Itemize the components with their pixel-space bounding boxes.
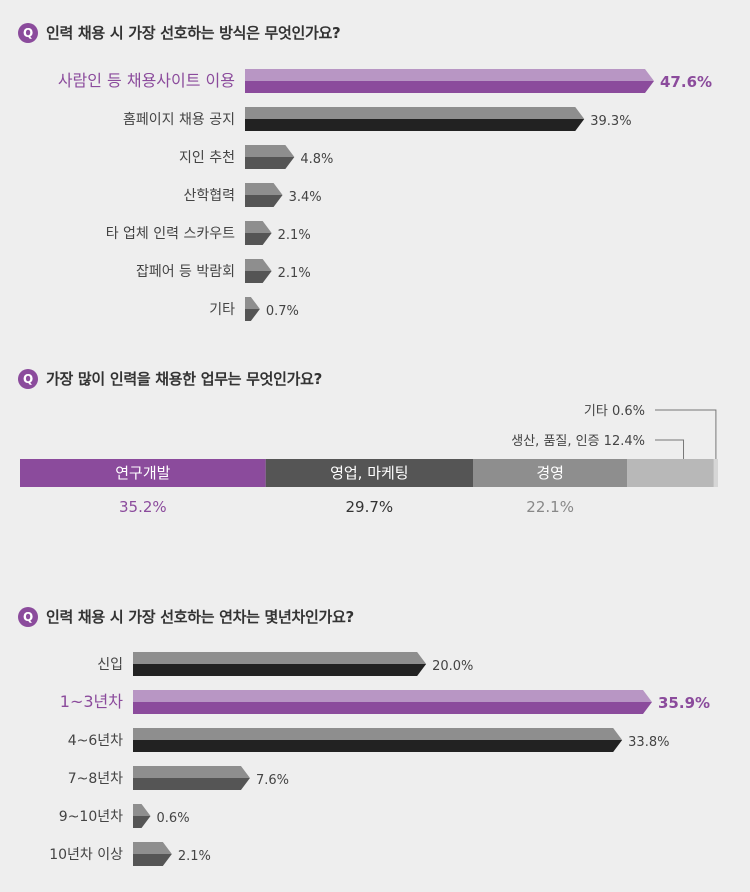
bar-top-face (133, 842, 172, 854)
chart-most-hired-job: 연구개발 35.2% 영업, 마케팅 29.7% 경영 22.1% 생산, 품질, 인증 1… (20, 404, 718, 516)
value-label: 2.1% (278, 266, 311, 281)
value-label: 39.3% (590, 114, 631, 129)
bar-top-face (245, 107, 585, 119)
callout-label: 생산, 품질, 인증 12.4% (511, 434, 645, 449)
chart-preferred-hiring-method: 사람인 등 채용사이트 이용 47.6% 홈페이지 채용 공지 39.3% 지인 추천 4… (58, 69, 712, 321)
value-label: 2.1% (278, 228, 311, 243)
bar-top-face (133, 652, 427, 664)
bar-group: 홈페이지 채용 공지 39.3% (123, 107, 632, 131)
bar (245, 157, 295, 169)
segment-label: 영업, 마케팅 (330, 464, 409, 482)
bar-group: 지인 추천 4.8% (179, 145, 333, 169)
bar-top-face (133, 728, 623, 740)
bar-top-face (245, 69, 654, 81)
bar-top-face (245, 221, 272, 233)
bar-top-face (133, 804, 151, 816)
value-label: 0.7% (266, 304, 299, 319)
stacked-segment (20, 459, 266, 487)
bar (245, 195, 283, 207)
q-badge-icon: Q (18, 22, 38, 43)
bar (133, 816, 151, 828)
bar-group: 신입 20.0% (97, 652, 473, 676)
bar-group: 사람인 등 채용사이트 이용 47.6% (58, 69, 712, 93)
bar-group: 7~8년차 7.6% (68, 766, 289, 790)
category-label: 사람인 등 채용사이트 이용 (58, 71, 235, 90)
category-label: 기타 (209, 302, 235, 318)
category-label: 산학협력 (183, 188, 235, 204)
bar (245, 233, 272, 245)
stacked-segment (627, 459, 714, 487)
q-badge-icon: Q (18, 606, 38, 627)
bar (245, 81, 654, 93)
bar-top-face (245, 183, 283, 195)
segment-label: 경영 (536, 464, 564, 482)
category-label: 신입 (97, 657, 123, 673)
category-label: 타 업체 인력 스카우트 (106, 226, 235, 242)
value-label: 7.6% (256, 773, 289, 788)
bar (133, 854, 172, 866)
bar-top-face (133, 766, 250, 778)
bar-top-face (245, 297, 260, 309)
bar-group: 기타 0.7% (209, 297, 299, 321)
question-1-text: 인력 채용 시 가장 선호하는 방식은 무엇인가요? (46, 24, 341, 42)
category-label: 4~6년차 (68, 733, 123, 749)
bar-group: 산학협력 3.4% (183, 183, 322, 207)
value-label: 33.8% (628, 735, 669, 750)
callout-label: 기타 0.6% (584, 404, 645, 419)
bar-group: 1~3년차 35.9% (60, 690, 710, 714)
category-label: 홈페이지 채용 공지 (123, 112, 235, 128)
bar (245, 271, 272, 283)
question-2-title: Q 가장 많이 인력을 채용한 업무는 무엇인가요? (18, 368, 322, 389)
bar-top-face (245, 259, 272, 271)
q-badge-icon: Q (18, 368, 38, 389)
value-label: 20.0% (432, 659, 473, 674)
question-2-text: 가장 많이 인력을 채용한 업무는 무엇인가요? (46, 370, 323, 388)
category-label: 9~10년차 (59, 809, 123, 825)
value-label: 4.8% (300, 152, 333, 167)
stacked-segment (265, 459, 474, 487)
bar (245, 119, 585, 131)
category-label: 잡페어 등 박람회 (136, 264, 235, 280)
chart-preferred-experience: 신입 20.0% 1~3년차 35.9% 4~6년차 33.8% 7~8년차 7.6% 9~10… (49, 652, 710, 866)
bar-group: 4~6년차 33.8% (68, 728, 669, 752)
value-label: 2.1% (178, 849, 211, 864)
value-label: 35.9% (658, 694, 710, 712)
category-label: 7~8년차 (68, 771, 123, 787)
value-label: 0.6% (157, 811, 190, 826)
segment-label: 연구개발 (115, 464, 170, 482)
question-1-title: Q 인력 채용 시 가장 선호하는 방식은 무엇인가요? (18, 22, 341, 43)
value-label: 35.2% (119, 498, 167, 516)
question-3-text: 인력 채용 시 가장 선호하는 연차는 몇년차인가요? (46, 608, 354, 626)
category-label: 10년차 이상 (49, 847, 123, 863)
question-3-title: Q 인력 채용 시 가장 선호하는 연차는 몇년차인가요? (18, 606, 354, 627)
bar-group: 잡페어 등 박람회 2.1% (136, 259, 311, 283)
bar (133, 702, 652, 714)
bar (245, 309, 260, 321)
bar-group: 타 업체 인력 스카우트 2.1% (106, 221, 311, 245)
bar-top-face (133, 690, 652, 702)
bar-top-face (245, 145, 295, 157)
value-label: 47.6% (660, 73, 712, 91)
bar-group: 10년차 이상 2.1% (49, 842, 211, 866)
bar (133, 664, 427, 676)
callout-line (655, 409, 717, 459)
stacked-segment (713, 459, 718, 487)
stacked-segment (473, 459, 628, 487)
category-label: 지인 추천 (179, 150, 235, 166)
bar-group: 9~10년차 0.6% (59, 804, 190, 828)
value-label: 3.4% (289, 190, 322, 205)
value-label: 22.1% (526, 498, 574, 516)
value-label: 29.7% (346, 498, 394, 516)
bar (133, 740, 623, 752)
callout-line (655, 439, 685, 459)
bar (133, 778, 250, 790)
category-label: 1~3년차 (60, 692, 123, 711)
